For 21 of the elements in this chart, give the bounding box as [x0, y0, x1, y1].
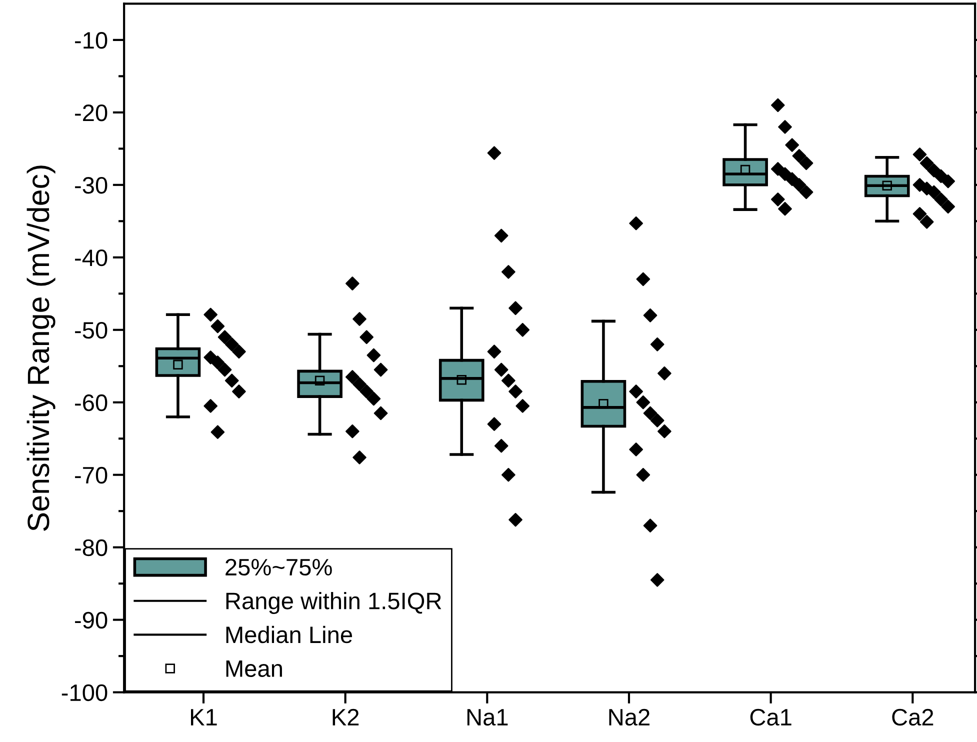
x-tick-label: Ca1 [750, 708, 792, 726]
legend-label: 25%~75% [226, 558, 332, 576]
y-tick-label: -30 [75, 176, 108, 194]
y-tick-label: -70 [75, 466, 108, 484]
x-tick-label: Na1 [467, 709, 508, 726]
x-tick-label: K1 [191, 709, 217, 726]
y-tick-label: -60 [75, 394, 108, 412]
annotation: Median Line [226, 626, 352, 644]
annotation: Mean [226, 660, 282, 677]
annotation: Range within 1.5IQR [226, 592, 442, 614]
y-tick-label: -20 [75, 104, 108, 122]
y-tick-label: -50 [75, 322, 108, 339]
y-tick-label: -100 [62, 684, 108, 702]
y-tick-label: -90 [75, 612, 108, 629]
x-tick-label: Ca2 [892, 708, 934, 726]
x-tick-label: K2 [332, 708, 359, 726]
x-tick-label: Na2 [609, 708, 650, 726]
y-tick-label: -80 [75, 539, 108, 556]
y-tick-label: -10 [75, 32, 108, 49]
y-tick-label: -40 [75, 249, 108, 266]
y-axis-title: Sensitivity Range (mV/dec) [26, 166, 56, 531]
